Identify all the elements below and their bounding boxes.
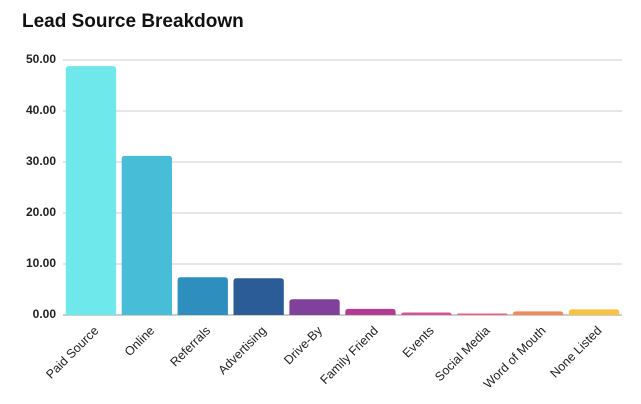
bar [65,66,117,316]
x-tick-label: Paid Source [43,324,101,382]
bar [512,311,564,315]
x-tick-label: Online [122,324,157,359]
y-tick-label: 50.00 [26,52,56,66]
x-tick-label: Social Media [432,324,493,385]
bar [233,278,284,315]
bar [345,308,396,315]
y-tick-label: 30.00 [26,154,56,168]
bar [121,155,173,315]
bar [457,313,508,315]
x-tick-label: Family Friend [317,324,380,387]
y-tick-label: 0.00 [33,307,57,321]
y-tick-label: 10.00 [26,256,56,270]
x-tick-label: Referrals [167,324,213,370]
y-tick-label: 20.00 [26,205,56,219]
x-tick-label: Events [400,324,437,361]
bar [177,277,228,315]
bar [289,299,340,315]
chart-title: Lead Source Breakdown [22,11,244,32]
bar [401,312,452,315]
x-tick-label: None Listed [547,324,604,381]
x-tick-label: Drive-By [281,323,325,367]
bar [568,309,620,315]
y-tick-label: 40.00 [26,103,56,117]
x-tick-label: Advertising [215,324,269,378]
